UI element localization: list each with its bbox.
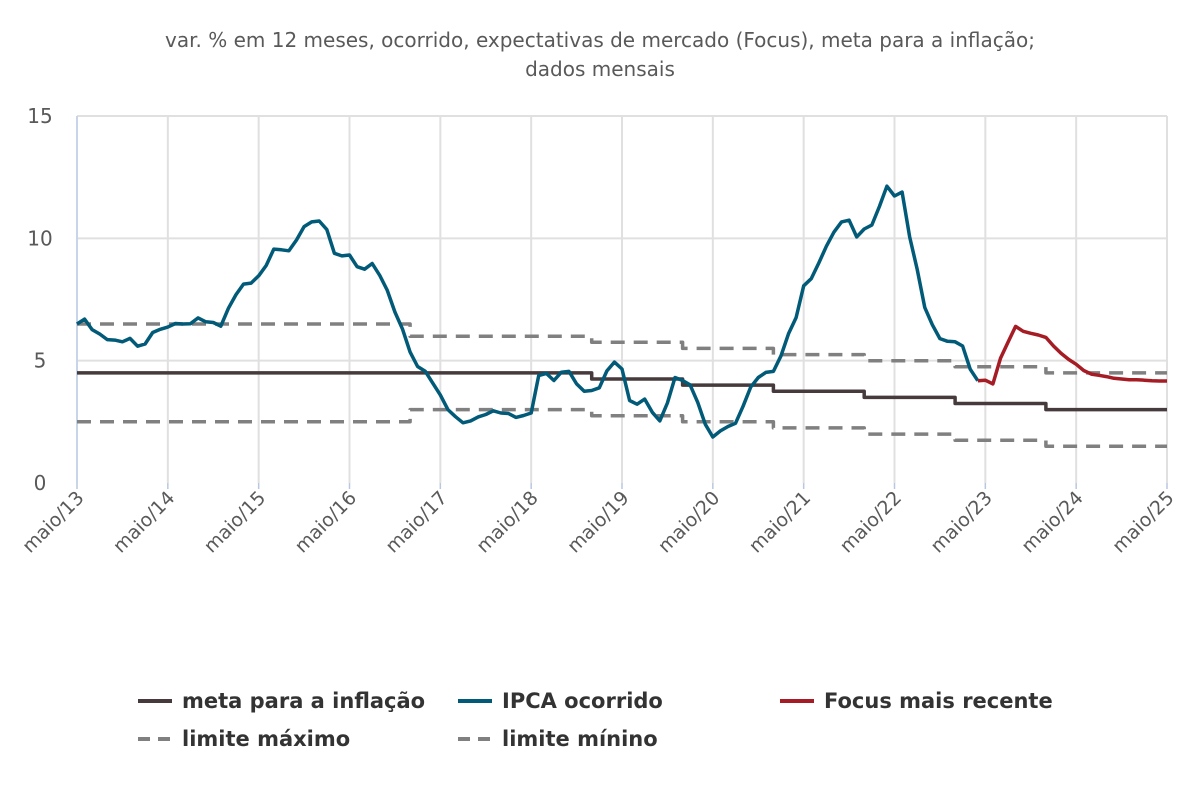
series-line-limite-mínino [77, 407, 1167, 449]
plot-area: 0 5 10 15 maio/13 maio/14 maio/15 maio/16 maio/1… [18, 104, 1178, 557]
x-tick-label: maio/13 [18, 487, 88, 557]
x-tick-label: maio/14 [109, 487, 179, 557]
x-tick-label: maio/21 [745, 487, 815, 557]
legend-label: limite máximo [182, 727, 351, 751]
y-tick-label: 15 [27, 104, 52, 128]
x-tick-label: maio/20 [654, 487, 724, 557]
x-tick-label: maio/17 [381, 487, 451, 557]
series-line-meta-para-a-inflação [77, 371, 1167, 412]
x-tick-label: maio/16 [291, 487, 361, 557]
chart-title-line-1: var. % em 12 meses, ocorrido, expectativ… [165, 28, 1035, 52]
legend-item-limite-maximo: limite máximo [138, 727, 350, 751]
legend-label: limite mínino [502, 727, 658, 751]
x-tick-label: maio/23 [926, 487, 996, 557]
x-tick-label: maio/18 [472, 487, 542, 557]
y-tick-label: 5 [34, 349, 47, 373]
y-tick-label: 10 [27, 226, 52, 250]
x-tick-label: maio/15 [200, 487, 270, 557]
y-tick-label: 0 [34, 471, 47, 495]
legend-label: IPCA ocorrido [502, 689, 663, 713]
x-tick-label: maio/19 [563, 487, 633, 557]
legend-label: Focus mais recente [824, 689, 1053, 713]
legend-item-limite-minimo: limite mínino [458, 727, 658, 751]
legend-label: meta para a inflação [182, 689, 426, 713]
legend-item-meta: meta para a inflação [138, 689, 425, 713]
series-line-Focus-mais-recente [977, 324, 1167, 386]
legend-item-ipca: IPCA ocorrido [458, 689, 663, 713]
x-tick-label: maio/22 [836, 487, 906, 557]
x-tick-label: maio/24 [1017, 487, 1087, 557]
x-tick-label: maio/25 [1108, 487, 1178, 557]
series-line-limite-máximo [77, 322, 1167, 375]
legend-item-focus: Focus mais recente [780, 689, 1053, 713]
series-line-IPCA-ocorrido [76, 184, 980, 439]
chart-title-line-2: dados mensais [525, 57, 675, 81]
